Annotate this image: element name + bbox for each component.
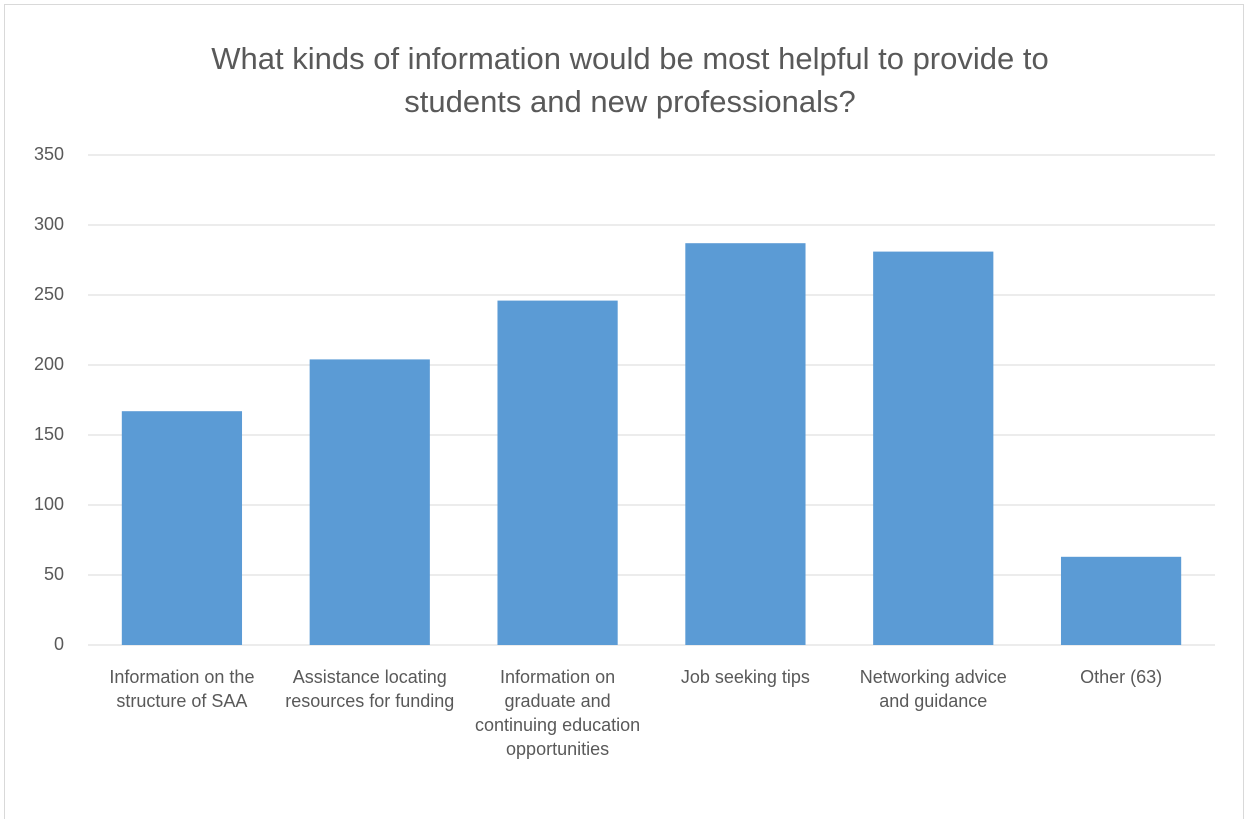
y-tick-label: 350 xyxy=(34,144,64,164)
y-tick-label: 200 xyxy=(34,354,64,374)
bar xyxy=(497,300,618,645)
y-tick-label: 250 xyxy=(34,284,64,304)
bar xyxy=(121,411,243,645)
x-tick-label: Other (63) xyxy=(1080,667,1163,687)
bar xyxy=(685,243,806,645)
y-tick-label: 0 xyxy=(54,634,64,654)
y-tick-label: 100 xyxy=(34,494,64,514)
y-tick-label: 150 xyxy=(34,424,64,444)
x-tick-label: Job seeking tips xyxy=(680,667,810,687)
x-tick-label: Information on the structure of SAA xyxy=(109,667,255,711)
x-tick-label: Information on graduate and continuing e… xyxy=(475,667,641,759)
chart-border xyxy=(4,4,1244,819)
y-tick-label: 300 xyxy=(34,214,64,234)
x-tick-label: Networking advice and guidance xyxy=(859,667,1007,711)
chart-title: What kinds of information would be most … xyxy=(211,41,1049,119)
y-tick-label: 50 xyxy=(44,564,64,584)
x-tick-label: Assistance locating resources for fundin… xyxy=(285,667,455,711)
bar xyxy=(1060,556,1182,645)
bar xyxy=(873,251,994,645)
bar xyxy=(309,359,430,645)
